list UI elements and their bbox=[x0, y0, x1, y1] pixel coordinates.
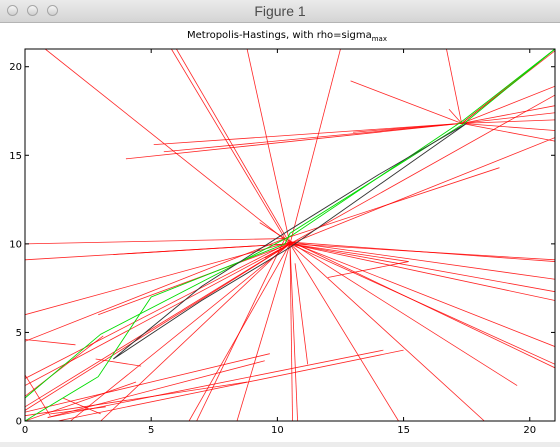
proposal-line-9 bbox=[289, 243, 555, 293]
proposal-line-7 bbox=[289, 137, 555, 245]
proposal-line-51 bbox=[100, 241, 291, 421]
proposal-line-4 bbox=[246, 49, 291, 244]
proposal-line-59 bbox=[25, 335, 104, 397]
proposal-line-49 bbox=[25, 241, 291, 316]
y-tick-label-10: 10 bbox=[9, 239, 22, 250]
proposal-line-62 bbox=[95, 358, 142, 367]
proposal-line-55 bbox=[47, 360, 265, 418]
proposal-line-25 bbox=[25, 238, 285, 245]
proposal-line-61 bbox=[62, 397, 101, 415]
minimize-button[interactable] bbox=[27, 5, 38, 16]
figure-canvas: Metropolis-Hastings, with rho=sigmamax 0… bbox=[0, 23, 560, 442]
proposal-line-29 bbox=[284, 238, 555, 369]
proposal-line-57 bbox=[50, 406, 106, 415]
proposal-line-39 bbox=[461, 123, 555, 131]
proposal-line-56 bbox=[25, 374, 51, 416]
y-tick-label-0: 0 bbox=[16, 417, 22, 428]
proposal-line-26 bbox=[196, 238, 286, 421]
proposal-line-53 bbox=[289, 241, 518, 386]
proposal-line-2 bbox=[44, 49, 291, 245]
close-button[interactable] bbox=[7, 5, 18, 16]
window-title: Figure 1 bbox=[254, 3, 306, 19]
proposal-line-18 bbox=[70, 243, 291, 421]
plot-area bbox=[25, 49, 555, 421]
series-line-1 bbox=[25, 49, 555, 399]
proposal-line-48 bbox=[289, 241, 555, 262]
proposal-line-67 bbox=[327, 261, 409, 278]
x-tick-label-15: 15 bbox=[397, 425, 410, 436]
chart: Metropolis-Hastings, with rho=sigmamax 0… bbox=[9, 30, 556, 436]
proposal-line-32 bbox=[153, 123, 462, 146]
proposal-line-47 bbox=[289, 241, 555, 280]
proposal-line-42 bbox=[446, 49, 463, 124]
proposal-lines bbox=[25, 49, 555, 421]
proposal-line-21 bbox=[98, 243, 291, 316]
chart-title-main: Metropolis-Hastings, with rho=sigma bbox=[187, 30, 372, 41]
proposal-line-22 bbox=[113, 243, 291, 255]
proposal-line-65 bbox=[57, 349, 404, 421]
x-tick-label-10: 10 bbox=[271, 425, 284, 436]
series-line-2 bbox=[113, 123, 467, 360]
proposal-line-38 bbox=[461, 123, 555, 142]
proposal-line-54 bbox=[47, 349, 384, 418]
series-lines bbox=[25, 49, 555, 421]
proposal-line-43 bbox=[353, 123, 462, 133]
proposal-line-12 bbox=[289, 243, 485, 421]
proposal-line-40 bbox=[461, 85, 555, 124]
proposal-line-46 bbox=[448, 108, 462, 124]
proposal-line-66 bbox=[294, 263, 309, 365]
axes-frame bbox=[24, 48, 556, 422]
axis-ticks: 0 5 10 15 20 0 5 10 15 20 bbox=[9, 49, 555, 436]
proposal-line-13 bbox=[289, 243, 399, 421]
proposal-line-34 bbox=[125, 123, 462, 160]
proposal-line-16 bbox=[236, 243, 291, 421]
proposal-line-5 bbox=[289, 49, 341, 244]
y-tick-label-15: 15 bbox=[9, 151, 22, 162]
proposal-line-63 bbox=[25, 381, 248, 417]
chart-title: Metropolis-Hastings, with rho=sigmamax bbox=[187, 30, 387, 43]
proposal-line-14 bbox=[289, 243, 298, 421]
proposal-line-10 bbox=[289, 243, 555, 301]
proposal-line-37 bbox=[461, 112, 555, 124]
proposal-line-64 bbox=[25, 353, 270, 413]
proposal-line-28 bbox=[171, 49, 286, 239]
proposal-line-60 bbox=[25, 339, 76, 346]
proposal-line-31 bbox=[284, 167, 500, 239]
chart-title-subscript: max bbox=[372, 35, 387, 43]
proposal-line-45 bbox=[461, 119, 555, 124]
x-tick-label-5: 5 bbox=[148, 425, 154, 436]
proposal-line-19 bbox=[25, 243, 291, 411]
x-tick-label-0: 0 bbox=[22, 425, 28, 436]
zoom-button[interactable] bbox=[47, 5, 58, 16]
proposal-line-1 bbox=[25, 243, 291, 408]
title-bar[interactable]: Figure 1 bbox=[0, 0, 560, 23]
x-tick-label-20: 20 bbox=[523, 425, 536, 436]
y-tick-label-20: 20 bbox=[9, 62, 22, 73]
proposal-line-50 bbox=[25, 241, 291, 379]
proposal-line-15 bbox=[289, 243, 293, 421]
proposal-line-58 bbox=[25, 381, 137, 421]
proposal-line-44 bbox=[350, 80, 462, 124]
proposal-line-3 bbox=[176, 49, 291, 245]
proposal-line-33 bbox=[163, 123, 462, 153]
proposal-line-41 bbox=[461, 105, 555, 124]
proposal-line-52 bbox=[289, 241, 555, 347]
y-tick-label-5: 5 bbox=[16, 328, 22, 339]
proposal-line-6 bbox=[289, 94, 555, 245]
proposal-line-23 bbox=[289, 243, 409, 262]
